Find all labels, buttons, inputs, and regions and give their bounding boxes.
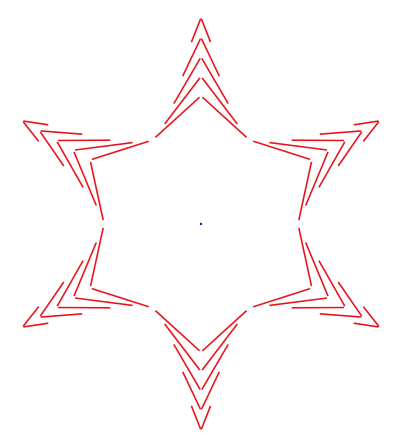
chevron-stroke	[91, 140, 150, 161]
chevron-stroke	[201, 77, 238, 125]
chevron-stroke	[200, 405, 212, 430]
chevron-stroke	[362, 306, 380, 327]
chevron-stroke	[173, 343, 201, 391]
chevron-stroke	[337, 281, 363, 317]
chevron-stroke	[39, 281, 65, 317]
chevron-stroke	[269, 141, 328, 151]
chevron-stroke	[190, 18, 202, 43]
chevron-stroke	[362, 121, 380, 142]
arm-chevrons	[22, 18, 380, 430]
chevron-stroke	[318, 260, 346, 307]
chevron-stroke	[337, 131, 363, 167]
chevron-stroke	[154, 96, 201, 138]
chevron-stroke	[353, 120, 379, 126]
chevron-stroke	[201, 343, 229, 391]
chevron-stroke	[56, 260, 84, 307]
chevron-stroke	[154, 310, 201, 352]
chevron-stroke	[252, 287, 311, 308]
chevron-stroke	[173, 57, 201, 105]
chevron-stroke	[73, 151, 98, 206]
chevron-stroke	[164, 323, 201, 371]
chevron-stroke	[190, 405, 202, 430]
chevron-stroke	[89, 161, 104, 221]
center-point	[199, 222, 203, 226]
chevron-stroke	[73, 242, 98, 297]
chevron-stroke	[40, 313, 83, 318]
chevron-stroke	[318, 141, 346, 188]
chevron-stroke	[40, 130, 83, 135]
chevron-stroke	[22, 121, 40, 142]
chevron-stroke	[91, 287, 150, 308]
chevron-stroke	[269, 297, 328, 307]
chevron-stroke	[23, 322, 49, 328]
chevron-stroke	[298, 227, 313, 287]
chevron-stroke	[298, 161, 313, 221]
star-outline	[89, 96, 313, 352]
chevron-stroke	[39, 131, 65, 167]
chevron-stroke	[304, 242, 329, 297]
chevron-stroke	[201, 57, 229, 105]
chevron-stroke	[74, 297, 133, 307]
chevron-stroke	[200, 38, 221, 77]
chevron-stroke	[304, 151, 329, 206]
chevron-stroke	[201, 310, 248, 352]
chevron-stroke	[353, 322, 379, 328]
chevron-stroke	[56, 141, 84, 188]
chevron-stroke	[181, 38, 202, 77]
chevron-stroke	[319, 130, 362, 135]
chevron-stroke	[22, 306, 40, 327]
chevron-stroke	[89, 227, 104, 287]
chevron-stroke	[252, 140, 311, 161]
chevron-stroke	[181, 371, 202, 410]
chevron-stroke	[201, 323, 238, 371]
chevron-stroke	[200, 371, 221, 410]
chevron-stroke	[200, 18, 212, 43]
chevron-stroke	[201, 96, 248, 138]
chevron-stroke	[164, 77, 201, 125]
chevron-stroke	[23, 120, 49, 126]
chevron-stroke	[74, 141, 133, 151]
chevron-stroke	[319, 313, 362, 318]
